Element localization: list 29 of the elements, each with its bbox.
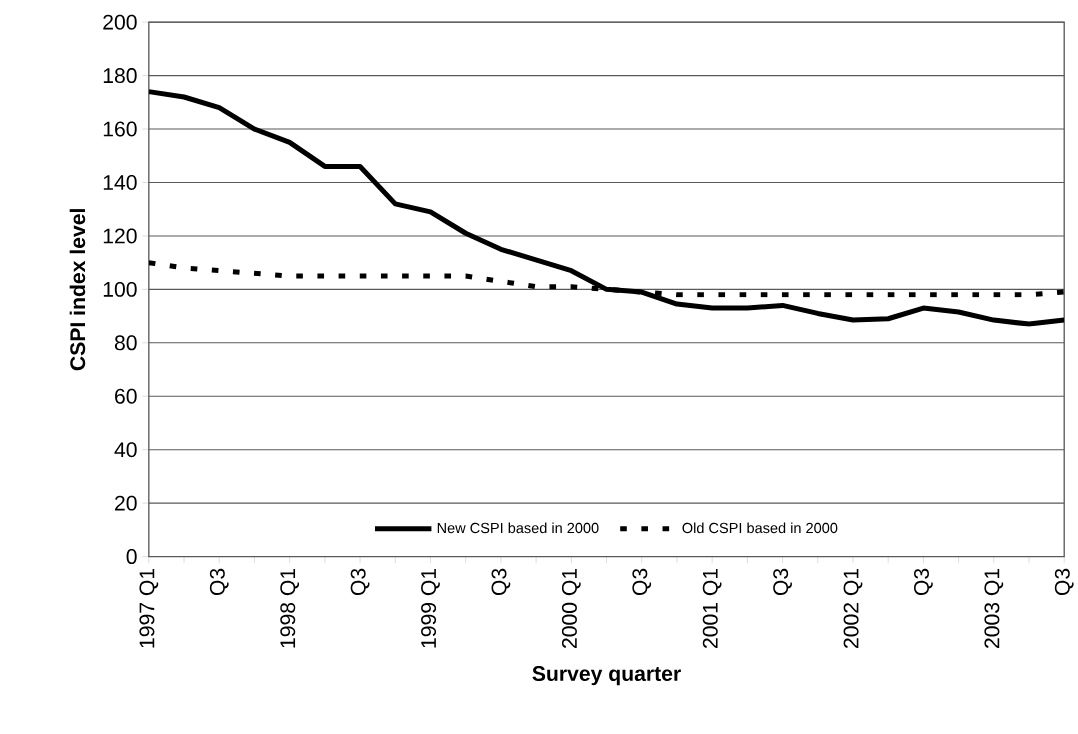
x-tick-label: 2002 Q1 (843, 568, 863, 648)
x-tick-label: Q3 (914, 568, 933, 596)
x-tick-label: Q3 (350, 568, 370, 596)
y-tick-label: 180 (103, 68, 137, 84)
x-tick-label: 1999 Q1 (421, 568, 440, 648)
y-tick-label: 20 (115, 495, 137, 511)
x-tick-label: 1998 Q1 (280, 568, 300, 648)
y-tick-label: 120 (103, 228, 137, 244)
y-tick-label: 80 (114, 335, 137, 351)
x-tick-label: 2000 Q1 (561, 568, 581, 648)
x-tick-label: Q3 (209, 568, 229, 596)
x-tick-label: 2001 Q1 (702, 568, 722, 648)
x-axis-title: Survey quarter (532, 666, 681, 686)
x-tick-label: Q3 (1054, 568, 1074, 596)
legend-label: New CSPI based in 2000 (437, 522, 599, 534)
y-tick-label: 140 (103, 174, 137, 190)
x-tick-label: 1997 Q1 (139, 568, 159, 648)
legend-label: Old CSPI based in 2000 (682, 522, 838, 534)
y-tick-label: 100 (103, 281, 137, 297)
y-tick-label: 40 (114, 442, 137, 458)
x-tick-label: Q3 (632, 568, 652, 596)
y-tick-label: 200 (103, 14, 137, 30)
y-axis-title: CSPI index level (69, 209, 86, 371)
y-tick-label: 0 (126, 549, 137, 564)
x-tick-label: 2003 Q1 (984, 568, 1004, 648)
x-tick-label: Q3 (773, 568, 792, 596)
y-tick-label: 60 (115, 388, 137, 404)
x-tick-label: Q3 (491, 568, 511, 596)
y-tick-label: 160 (103, 121, 137, 137)
